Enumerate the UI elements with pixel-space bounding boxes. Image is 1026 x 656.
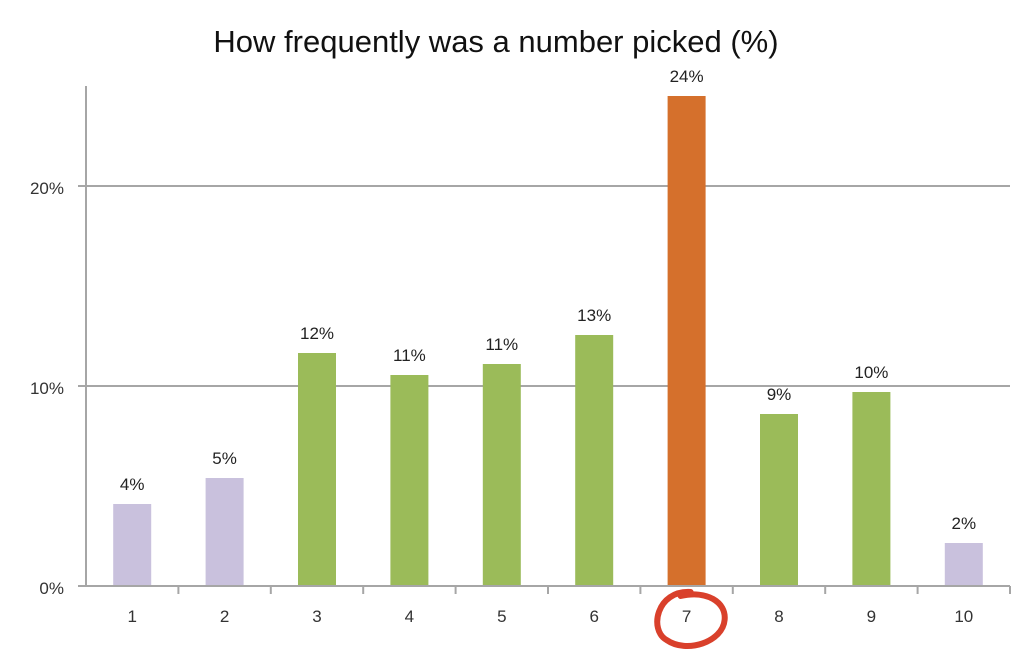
data-label: 11% bbox=[393, 346, 426, 365]
x-tick-label: 5 bbox=[497, 607, 506, 626]
chart-title: How frequently was a number picked (%) bbox=[213, 24, 778, 59]
data-label: 11% bbox=[485, 335, 518, 354]
x-tick-label: 7 bbox=[682, 607, 691, 626]
y-tick-label: 10% bbox=[30, 379, 64, 398]
bar-6 bbox=[575, 335, 614, 586]
data-label: 4% bbox=[120, 475, 145, 494]
y-tick-label: 0% bbox=[39, 579, 64, 598]
bar-10 bbox=[944, 543, 983, 586]
y-tick-label: 20% bbox=[30, 179, 64, 198]
x-tick-label: 6 bbox=[589, 607, 598, 626]
bar-9 bbox=[852, 392, 891, 586]
data-label: 10% bbox=[854, 363, 888, 382]
bar-2 bbox=[205, 478, 244, 586]
data-label: 13% bbox=[577, 306, 611, 325]
x-tick-label: 10 bbox=[954, 607, 973, 626]
data-label: 9% bbox=[767, 385, 792, 404]
bar-8 bbox=[760, 414, 798, 586]
bar-1 bbox=[113, 504, 152, 586]
data-label: 5% bbox=[212, 449, 237, 468]
x-tick-label: 2 bbox=[220, 607, 229, 626]
bar-3 bbox=[298, 353, 336, 586]
data-label: 12% bbox=[300, 324, 334, 343]
bar-4 bbox=[390, 375, 429, 586]
x-tick-label: 1 bbox=[127, 607, 136, 626]
bar-7 bbox=[667, 96, 706, 586]
data-label: 24% bbox=[670, 67, 704, 86]
data-label: 2% bbox=[952, 514, 977, 533]
x-tick-label: 9 bbox=[867, 607, 876, 626]
bar-5 bbox=[482, 364, 521, 586]
x-tick-label: 8 bbox=[774, 607, 783, 626]
annotation-circle bbox=[654, 588, 728, 650]
x-tick-label: 4 bbox=[405, 607, 414, 626]
x-tick-label: 3 bbox=[312, 607, 321, 626]
